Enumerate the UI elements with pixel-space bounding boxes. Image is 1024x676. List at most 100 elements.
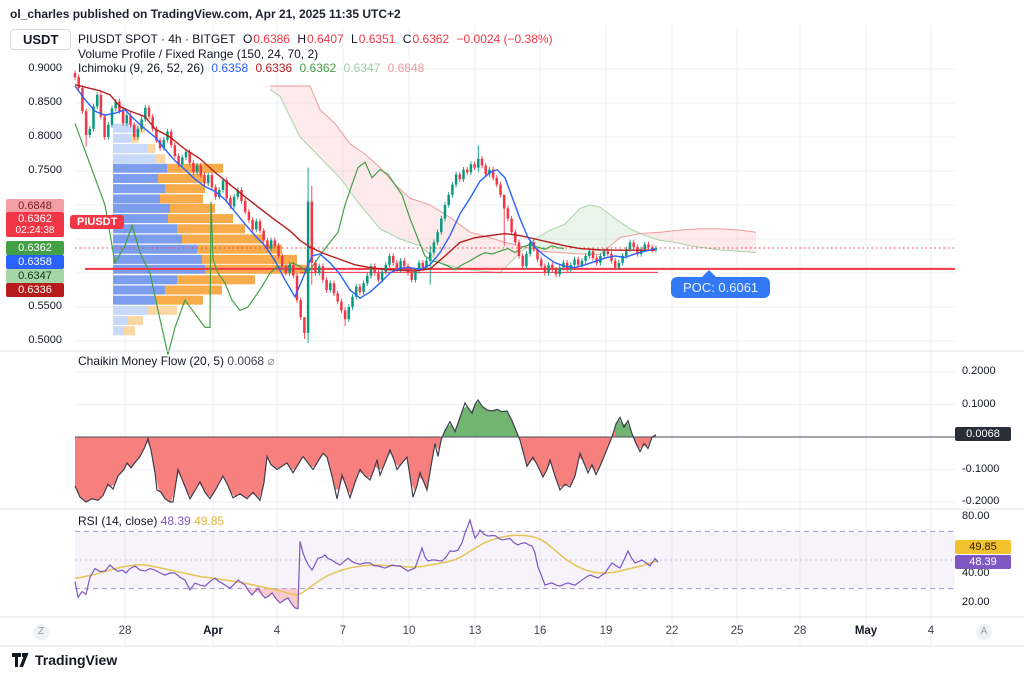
candle-body	[199, 165, 203, 176]
vp-row-down	[170, 203, 215, 213]
rsi-oversold-fill	[249, 588, 298, 609]
volume-profile-legend[interactable]: Volume Profile / Fixed Range (150, 24, 7…	[78, 47, 319, 61]
candle-body	[354, 286, 358, 297]
vp-row-down	[165, 184, 205, 194]
candle-body	[643, 244, 647, 250]
price-axis-badge: 0.6347	[6, 269, 64, 283]
span-a-value: 0.6347	[343, 61, 381, 75]
vp-row-down	[182, 234, 263, 244]
candle-body	[210, 175, 214, 188]
cmf-axis-label: -0.1000	[962, 462, 1000, 475]
candle-body	[432, 242, 436, 253]
rsi-axis-label: 20.00	[962, 595, 990, 608]
price-axis-label: 0.9000	[28, 62, 62, 74]
kijun-value: 0.6336	[255, 61, 293, 75]
time-axis-label: 19	[599, 625, 613, 637]
candle-body	[121, 111, 125, 124]
candle-body	[247, 211, 251, 220]
candle-body	[351, 296, 354, 307]
time-axis-label: 10	[402, 625, 416, 637]
axis-settings-button[interactable]: A	[976, 624, 992, 640]
candle-body	[266, 240, 269, 249]
vp-row-up	[113, 154, 155, 164]
candle-body	[95, 94, 99, 107]
vp-row-up	[113, 254, 202, 264]
quote-currency-chip[interactable]: USDT	[10, 29, 72, 50]
candle-body	[192, 162, 195, 173]
candle-body	[576, 259, 580, 265]
candle-body	[528, 242, 532, 254]
rsi-legend[interactable]: RSI (14, close) 48.39 49.85	[78, 514, 225, 528]
candle-body	[440, 218, 443, 233]
timezone-button[interactable]: Z	[33, 624, 49, 640]
candle-body	[203, 175, 206, 184]
price-axis-badge: 0.6848	[6, 199, 64, 213]
candle-body	[273, 240, 277, 246]
cmf-area	[75, 435, 443, 502]
candle-body	[421, 262, 425, 268]
poc-tooltip: POC: 0.6061	[671, 270, 771, 298]
rsi-ma-value: 49.85	[194, 514, 225, 528]
candle-body	[602, 251, 606, 256]
price-axis-badge: 0.6362 02:24:38	[6, 212, 64, 237]
candle-body	[477, 158, 480, 168]
candle-body	[147, 107, 151, 117]
chikou-value: 0.6362	[299, 61, 337, 75]
price-axis-badge: 0.6362	[6, 241, 64, 255]
candle-body	[129, 115, 132, 125]
candle-body	[414, 270, 417, 280]
candle-body	[107, 124, 110, 137]
candle-body	[251, 219, 254, 230]
vp-row-down	[131, 133, 139, 143]
cmf-legend[interactable]: Chaikin Money Flow (20, 5) 0.0068 ⌀	[78, 354, 275, 368]
tradingview-logo[interactable]: TradingView	[12, 652, 117, 668]
candle-body	[314, 262, 317, 273]
candle-body	[269, 240, 273, 249]
candle-body	[399, 260, 402, 270]
vp-row-up	[113, 295, 155, 305]
ichimoku-legend[interactable]: Ichimoku (9, 26, 52, 26) 0.6358 0.6336 0…	[78, 61, 425, 75]
time-axis-label: 4	[927, 625, 935, 637]
time-axis-label: 22	[665, 625, 679, 637]
candle-body	[591, 251, 595, 259]
change-value: −0.0024 (−0.38%)	[456, 32, 553, 46]
rsi-ma-line	[74, 534, 659, 596]
vp-row-up	[113, 173, 158, 183]
time-axis-label: 28	[793, 625, 807, 637]
vp-row-up	[113, 275, 177, 285]
high-value: 0.6407	[307, 32, 344, 46]
candle-body	[510, 218, 513, 233]
chikou-line	[74, 123, 565, 355]
candle-body	[236, 190, 240, 197]
candle-body	[584, 256, 587, 261]
vp-row-up	[113, 123, 137, 133]
candle-body	[81, 88, 84, 112]
candle-body	[621, 256, 624, 263]
countdown-timer: 02:24:38	[15, 225, 55, 236]
candle-body	[188, 151, 191, 163]
vp-row-down	[160, 194, 203, 204]
candle-body	[340, 301, 343, 311]
candle-body	[617, 262, 621, 268]
candle-body	[177, 156, 180, 165]
candle-body	[255, 221, 258, 230]
time-axis-label: 4	[273, 625, 281, 637]
time-axis-label: May	[854, 625, 878, 637]
kijun-line	[74, 83, 655, 272]
vp-row-up	[113, 163, 167, 173]
cmf-line	[74, 398, 657, 503]
candle-body	[458, 174, 462, 180]
vp-row-down	[158, 173, 203, 183]
tradingview-logo-icon	[12, 652, 29, 667]
candle-body	[521, 256, 524, 267]
symbol-price-chip: PIUSDT	[70, 215, 125, 229]
candle-body	[628, 242, 632, 250]
symbol-legend-row[interactable]: PIUSDT SPOT · 4h · BITGET O0.6386 H0.640…	[78, 32, 553, 46]
cmf-area	[615, 419, 635, 442]
cmf-zero-symbol: ⌀	[267, 354, 275, 368]
time-axis-label: 7	[339, 625, 347, 637]
candle-body	[173, 145, 177, 157]
candle-body	[343, 310, 347, 320]
candle-body	[77, 77, 80, 89]
